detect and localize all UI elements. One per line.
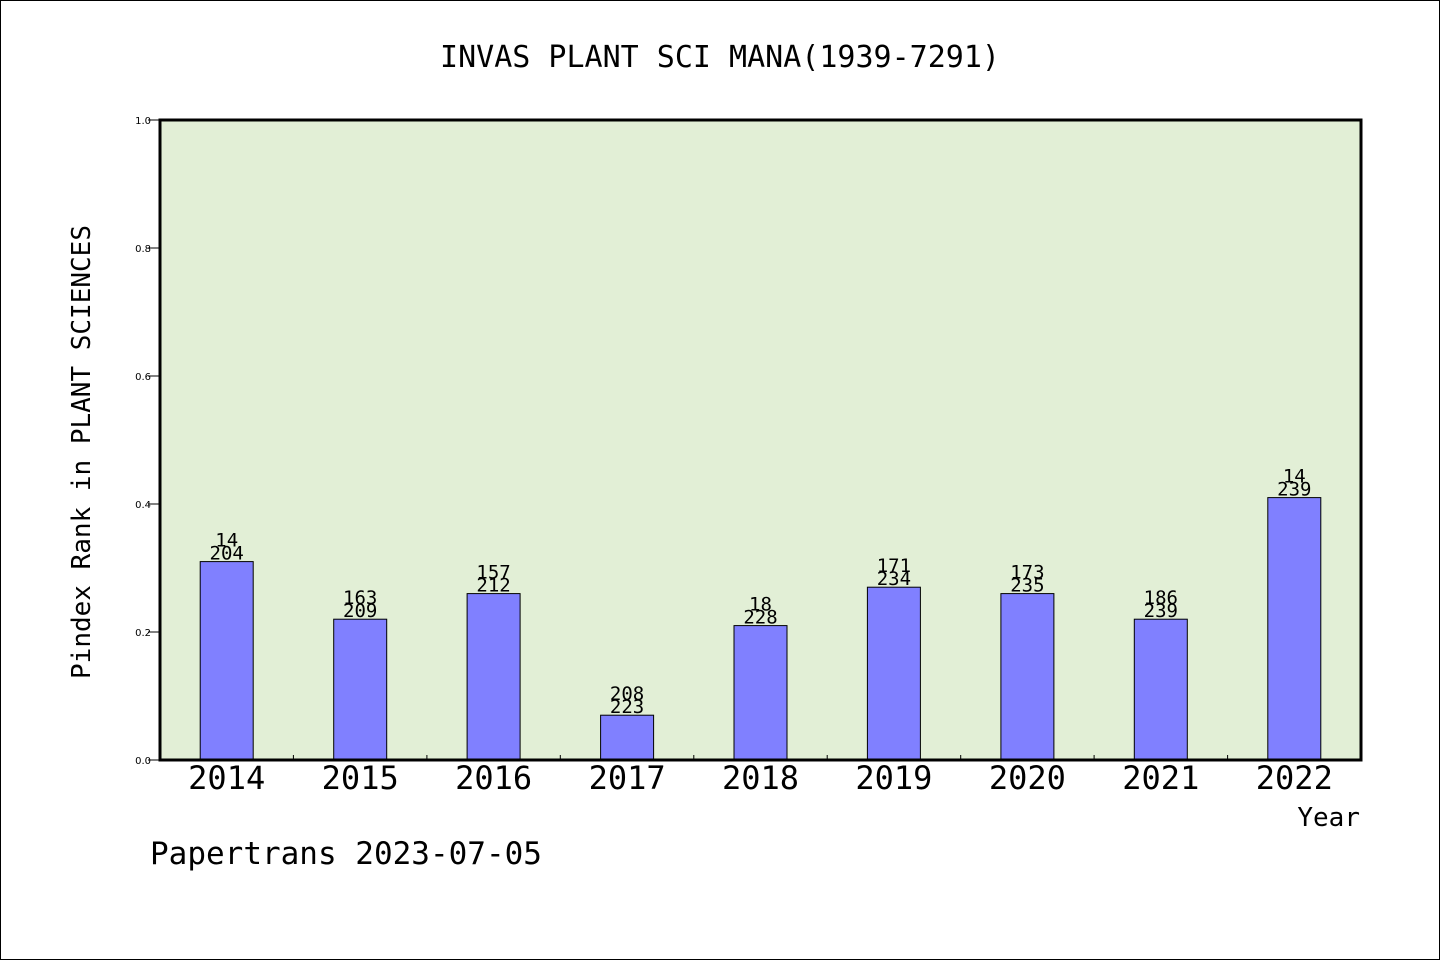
bar-2014: [199, 561, 254, 761]
bar-2016: [466, 593, 521, 761]
bar-2017: [600, 714, 655, 761]
bars-layer: [199, 497, 1322, 761]
x-axis: 2014 2015 2016 2017 2018 2019 2020 2021 2022: [188, 755, 1333, 797]
y-axis: 0.0 0.2 0.4 0.6 0.8 1.0: [135, 116, 160, 767]
x-axis-label: Year: [1297, 803, 1360, 833]
data-label-rank-2014: 14: [215, 530, 238, 552]
chart-title: INVAS PLANT SCI MANA(1939-7291): [440, 40, 1000, 75]
data-label-rank-2020: 173: [1010, 562, 1044, 584]
bar-2022: [1267, 497, 1322, 761]
bar-2021: [1133, 618, 1188, 761]
y-tick-label-1.0: 1.0: [135, 116, 151, 127]
y-axis-label: Pindex Rank in PLANT SCIENCES: [67, 225, 97, 679]
data-label-total-2016: 212: [476, 575, 510, 597]
bar-2015: [333, 618, 388, 761]
data-label-total-2019: 234: [877, 568, 911, 590]
y-tick-label-0.2: 0.2: [135, 628, 151, 639]
data-label-total-2020: 235: [1010, 575, 1044, 597]
data-label-total-2015: 209: [343, 600, 377, 622]
footer-credit: Papertrans 2023-07-05: [150, 836, 542, 872]
data-label-total-2021: 239: [1144, 600, 1178, 622]
data-label-rank-2017: 208: [610, 683, 644, 705]
data-label-rank-2019: 171: [877, 555, 911, 577]
x-tick-label-2017: 2017: [589, 759, 666, 797]
y-tick-label-0.6: 0.6: [135, 372, 151, 383]
data-label-total-2014: 204: [210, 543, 244, 565]
x-tick-label-2016: 2016: [455, 759, 532, 797]
y-tick-label-0.0: 0.0: [135, 756, 151, 767]
y-tick-label-0.8: 0.8: [135, 244, 151, 255]
plot-border: [158, 118, 1363, 762]
x-tick-label-2019: 2019: [855, 759, 932, 797]
x-tick-label-2014: 2014: [188, 759, 265, 797]
data-label-rank-2018: 18: [749, 594, 772, 616]
data-label-rank-2016: 157: [476, 562, 510, 584]
x-tick-label-2021: 2021: [1122, 759, 1199, 797]
x-tick-label-2018: 2018: [722, 759, 799, 797]
bar-2018: [733, 625, 788, 761]
data-label-rank-2015: 163: [343, 587, 377, 609]
data-label-total-2022: 239: [1277, 479, 1311, 501]
y-tick-label-0.4: 0.4: [135, 500, 151, 511]
data-label-total-2018: 228: [743, 607, 777, 629]
data-label-rank-2022: 14: [1283, 466, 1306, 488]
x-tick-label-2015: 2015: [322, 759, 399, 797]
data-label-total-2017: 223: [610, 696, 644, 718]
x-tick-label-2022: 2022: [1256, 759, 1333, 797]
bar-2019: [866, 586, 921, 761]
x-tick-label-2020: 2020: [989, 759, 1066, 797]
bar-2020: [1000, 593, 1055, 761]
data-label-rank-2021: 186: [1144, 587, 1178, 609]
